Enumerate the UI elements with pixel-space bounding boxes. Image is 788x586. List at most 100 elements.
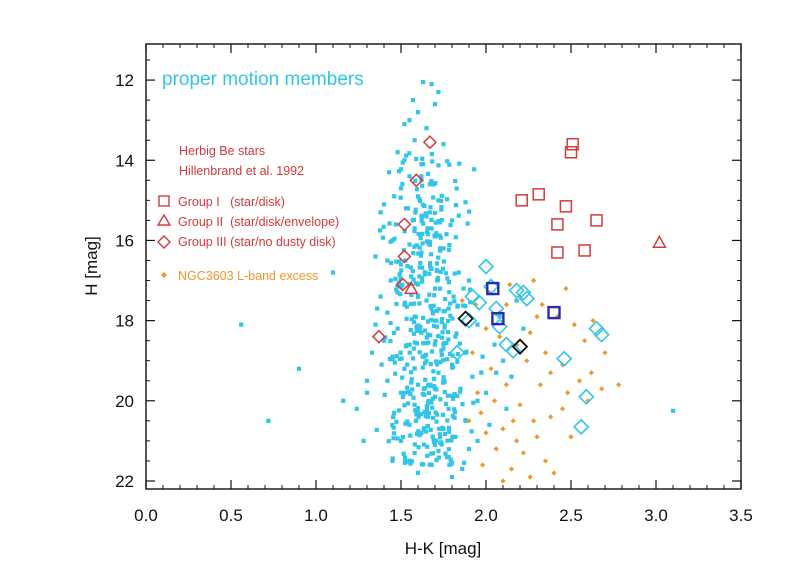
member-point (483, 390, 489, 395)
lband-excess-point (602, 350, 608, 356)
lband-excess-point (534, 314, 540, 320)
highlight-blue-square (547, 305, 561, 320)
lband-excess-point (514, 438, 520, 444)
member-point (413, 210, 418, 215)
member-point (416, 231, 421, 237)
member-point (421, 462, 426, 467)
member-point (398, 186, 404, 191)
member-point (409, 317, 414, 322)
member-point (452, 410, 458, 415)
member-point (405, 401, 411, 406)
member-point (414, 412, 419, 417)
member-point (428, 266, 433, 271)
member-point (397, 272, 402, 277)
x-tick-label: 0.0 (134, 506, 158, 525)
member-point (417, 274, 422, 279)
member-point (424, 358, 429, 363)
lband-excess-point (527, 330, 533, 336)
member-point (441, 346, 446, 351)
member-point (414, 243, 419, 248)
member-point (330, 270, 336, 275)
member-point (402, 390, 407, 396)
x-tick-label: 3.0 (644, 506, 668, 525)
member-point (402, 403, 407, 408)
y-tick-label: 16 (115, 231, 134, 250)
members-annotation: proper motion members (162, 69, 364, 90)
member-point (480, 354, 485, 359)
member-point (438, 248, 443, 253)
member-point (443, 401, 449, 407)
lband-excess-point (531, 277, 537, 284)
member-point (442, 323, 447, 328)
member-point (464, 349, 469, 354)
member-point (432, 233, 437, 238)
member-point (388, 278, 393, 283)
member-point (415, 431, 420, 436)
group3-point (397, 217, 412, 232)
member-point (390, 458, 395, 464)
member-point (431, 369, 436, 374)
member-point (441, 259, 446, 264)
member-point (428, 362, 433, 367)
member-point (375, 306, 380, 311)
legend-group1-label: Group I (star/disk) (178, 195, 285, 209)
member-point (500, 358, 506, 363)
member-point (393, 276, 398, 281)
member-point (382, 392, 387, 397)
member-point (429, 151, 435, 157)
member-point (425, 411, 430, 416)
lband-excess-point (478, 410, 484, 416)
member-point (439, 320, 444, 325)
member-point (425, 171, 431, 176)
member-point (405, 264, 410, 269)
member-point (425, 319, 431, 324)
member-point (454, 331, 459, 336)
group1-point (551, 246, 564, 259)
lband-excess-point (497, 334, 503, 340)
member-point (399, 356, 404, 361)
member-point (425, 401, 431, 406)
member-point (403, 344, 408, 349)
member-point (404, 304, 409, 309)
member-point (429, 81, 434, 87)
member-point (458, 389, 463, 394)
member-point (432, 394, 438, 399)
member-point (449, 438, 454, 443)
member-point (390, 456, 395, 461)
member-point (430, 311, 436, 316)
excess-member-diamond (515, 284, 532, 301)
member-point (442, 296, 448, 302)
member-point (487, 422, 492, 427)
member-point (427, 182, 432, 187)
member-point (436, 307, 441, 312)
member-point (432, 210, 437, 216)
member-point (438, 198, 444, 203)
member-point (475, 398, 480, 403)
member-point (373, 322, 378, 327)
member-point (439, 217, 444, 223)
member-point (411, 395, 416, 400)
member-point (437, 426, 442, 431)
member-point (430, 396, 435, 401)
member-point (443, 271, 449, 276)
lband-excess-point (510, 418, 516, 424)
member-point (444, 340, 449, 346)
member-point (446, 429, 452, 434)
x-tick-label: 2.5 (559, 506, 583, 525)
member-point (434, 387, 439, 392)
member-point (432, 384, 437, 389)
excess-member-diamond (573, 418, 590, 435)
member-point (411, 346, 416, 351)
member-point (413, 314, 418, 320)
group1-point (559, 200, 573, 213)
member-point (492, 342, 497, 347)
member-point (439, 348, 444, 353)
member-point (394, 353, 399, 359)
member-point (445, 357, 450, 362)
member-point (429, 306, 434, 311)
member-point (433, 339, 438, 344)
member-point (412, 442, 417, 447)
x-tick-label: 2.0 (474, 506, 498, 525)
member-point (390, 423, 395, 428)
lband-excess-point (539, 301, 545, 308)
